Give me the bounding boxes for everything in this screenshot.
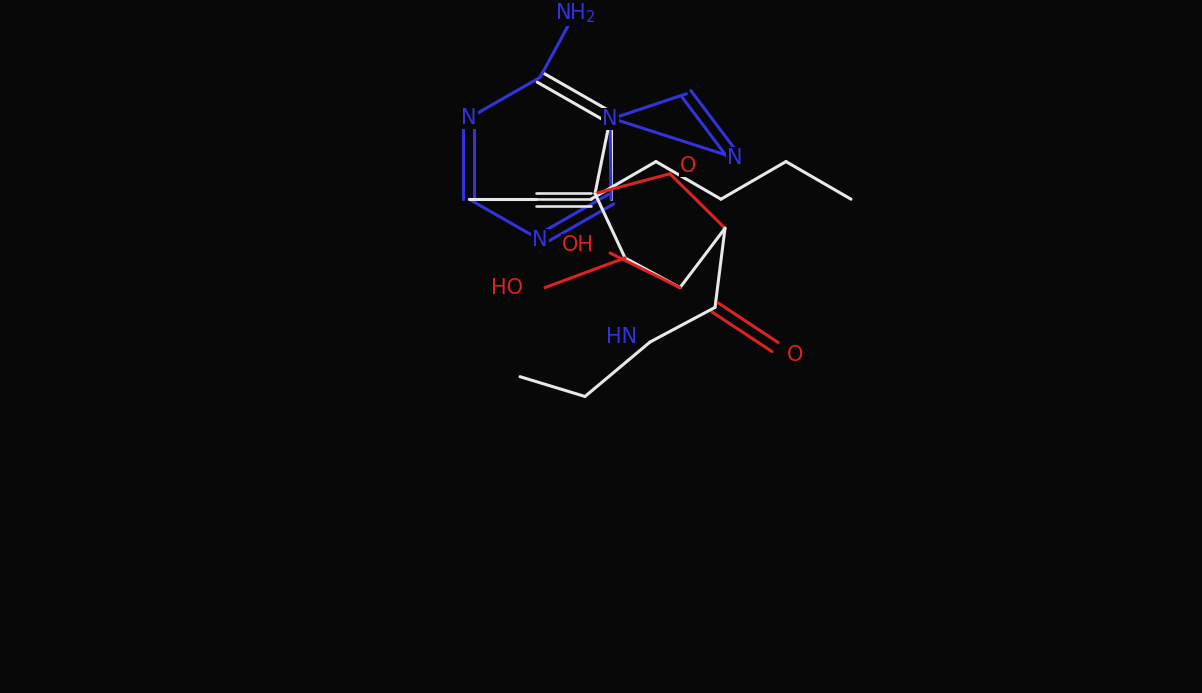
Text: HN: HN (607, 327, 637, 347)
Text: N: N (462, 108, 477, 128)
Text: O: O (787, 345, 803, 365)
Text: NH$_2$: NH$_2$ (554, 1, 595, 25)
Text: O: O (680, 156, 696, 176)
Text: OH: OH (563, 235, 594, 255)
Text: HO: HO (492, 278, 523, 297)
Text: N: N (532, 230, 548, 249)
Text: N: N (727, 148, 743, 168)
Text: N: N (602, 109, 618, 130)
